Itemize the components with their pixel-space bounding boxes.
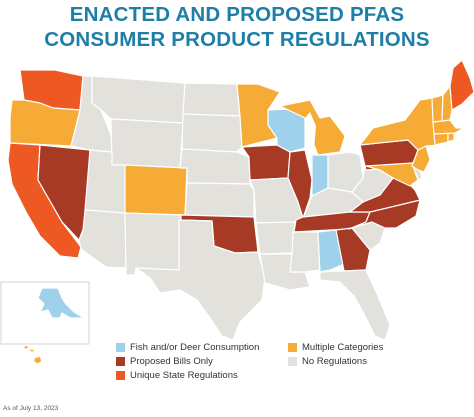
state-FL[interactable]	[319, 269, 391, 341]
state-CO[interactable]	[124, 164, 188, 216]
state-TX[interactable]	[135, 219, 266, 341]
map-title-line-2: CONSUMER PRODUCT REGULATIONS	[44, 28, 430, 51]
state-NH[interactable]	[441, 85, 453, 122]
state-ND[interactable]	[182, 82, 241, 117]
contiguous-us	[7, 60, 474, 341]
legend-item-fish-deer: Fish and/or Deer Consumption	[116, 342, 259, 353]
us-map	[0, 60, 474, 365]
legend-item-none: No Regulations	[288, 356, 367, 367]
legend-swatch	[116, 371, 125, 380]
legend-label: Proposed Bills Only	[130, 356, 213, 367]
map-title-line-1: ENACTED AND PROPOSED PFAS	[69, 3, 405, 26]
state-VT[interactable]	[431, 94, 444, 123]
legend-item-proposed: Proposed Bills Only	[116, 356, 213, 367]
legend-swatch	[288, 343, 297, 352]
state-IA[interactable]	[241, 144, 291, 181]
state-HI-3[interactable]	[33, 355, 43, 365]
state-AZ[interactable]	[78, 209, 127, 269]
legend-label: Multiple Categories	[302, 342, 384, 353]
legend-item-unique: Unique State Regulations	[116, 370, 238, 381]
state-AK[interactable]	[37, 287, 85, 319]
state-NC[interactable]	[348, 199, 421, 230]
state-NM[interactable]	[124, 212, 182, 276]
legend-swatch	[116, 343, 125, 352]
state-HI-2[interactable]	[29, 348, 35, 353]
state-MT[interactable]	[91, 75, 186, 124]
lake-michigan	[305, 112, 316, 150]
state-AR[interactable]	[255, 221, 296, 255]
state-WY[interactable]	[110, 118, 184, 171]
legend-swatch	[116, 357, 125, 366]
state-SD[interactable]	[181, 113, 243, 153]
state-MS[interactable]	[289, 231, 321, 273]
state-ME[interactable]	[449, 60, 474, 111]
alaska-hawaii-inset	[0, 281, 90, 365]
alaska-inset-frame	[0, 281, 90, 345]
state-HI-1[interactable]	[23, 344, 29, 350]
state-KS[interactable]	[184, 182, 255, 218]
legend-label: Fish and/or Deer Consumption	[130, 342, 260, 353]
legend-swatch	[288, 357, 297, 366]
legend-label: Unique State Regulations	[130, 370, 238, 381]
legend-label: No Regulations	[302, 356, 367, 367]
state-NE[interactable]	[179, 148, 251, 185]
as-of-date: As of July 13, 2023	[3, 405, 59, 412]
state-MA[interactable]	[432, 119, 465, 135]
legend-item-multiple: Multiple Categories	[288, 342, 383, 353]
